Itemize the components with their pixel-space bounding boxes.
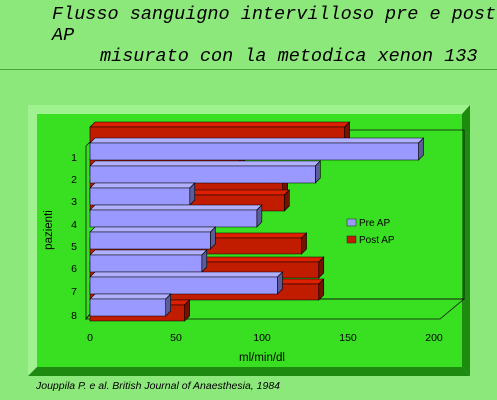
title-line-1: Flusso sanguigno intervilloso pre e post… xyxy=(52,4,497,46)
x-axis-title: ml/min/dl xyxy=(239,352,285,364)
x-tick-label: 50 xyxy=(170,332,182,344)
legend-swatch-pre-ap xyxy=(346,218,357,227)
bar-top-face xyxy=(89,226,217,233)
x-tick-label: 0 xyxy=(87,332,93,344)
y-tick-label: 7 xyxy=(71,286,77,298)
bar-front-face xyxy=(89,165,316,184)
chart-bevel-left xyxy=(28,105,37,376)
bar-pre-ap-2 xyxy=(89,160,322,184)
bar-pre-ap-5 xyxy=(89,226,217,250)
bar-front-face xyxy=(89,231,211,250)
title-divider xyxy=(0,69,497,70)
bar-front-face xyxy=(89,209,258,228)
bar-pre-ap-7 xyxy=(89,271,284,295)
y-tick-label: 8 xyxy=(71,310,77,322)
y-tick-label: 1 xyxy=(71,152,77,164)
bar-front-face xyxy=(89,254,203,273)
bar-pre-ap-6 xyxy=(89,249,208,273)
series-pre-ap xyxy=(89,137,425,317)
bar-pre-ap-4 xyxy=(89,204,263,228)
y-tick-labels: 1 2 3 4 5 6 7 8 xyxy=(71,152,77,322)
chart-bevel-bottom xyxy=(28,367,470,376)
y-tick-label: 3 xyxy=(71,196,77,208)
x-tick-labels: 0 50 100 150 200 xyxy=(87,332,443,344)
y-tick-label: 6 xyxy=(71,263,77,275)
source-caption: Jouppila P. e al. British Journal of Ana… xyxy=(36,380,280,392)
bar-top-face xyxy=(89,182,196,189)
bar-front-face xyxy=(89,276,278,295)
bar-pre-ap-8 xyxy=(89,293,172,317)
bar-front-face xyxy=(89,187,191,206)
chart-bevel-right xyxy=(462,105,470,376)
legend: Pre AP Post AP xyxy=(346,218,395,246)
x-tick-label: 100 xyxy=(253,332,271,344)
bar-top-face xyxy=(89,293,172,300)
legend-label-pre-ap: Pre AP xyxy=(359,218,390,229)
chart-bevel-top xyxy=(28,105,470,114)
x-tick-label: 150 xyxy=(339,332,357,344)
bar-front-face xyxy=(89,298,166,317)
bar-top-face xyxy=(89,160,322,167)
x-tick-label: 200 xyxy=(425,332,443,344)
y-tick-label: 2 xyxy=(71,174,77,186)
bar-top-face xyxy=(89,249,208,256)
slide-title: Flusso sanguigno intervilloso pre e post… xyxy=(0,4,497,67)
bar-front-face xyxy=(89,142,419,161)
y-axis-title: pazienti xyxy=(43,210,55,250)
bar-pre-ap-3 xyxy=(89,182,196,206)
y-tick-label: 5 xyxy=(71,241,77,253)
legend-label-post-ap: Post AP xyxy=(359,235,395,246)
title-line-2: misurato con la metodica xenon 133 xyxy=(100,46,478,67)
bar-top-face xyxy=(89,137,425,144)
bar-pre-ap-1 xyxy=(89,137,425,161)
legend-swatch-post-ap xyxy=(346,235,357,244)
y-tick-label: 4 xyxy=(71,219,77,231)
bar-top-face xyxy=(89,121,351,128)
bar-top-face xyxy=(89,271,284,278)
bar-top-face xyxy=(89,204,263,211)
